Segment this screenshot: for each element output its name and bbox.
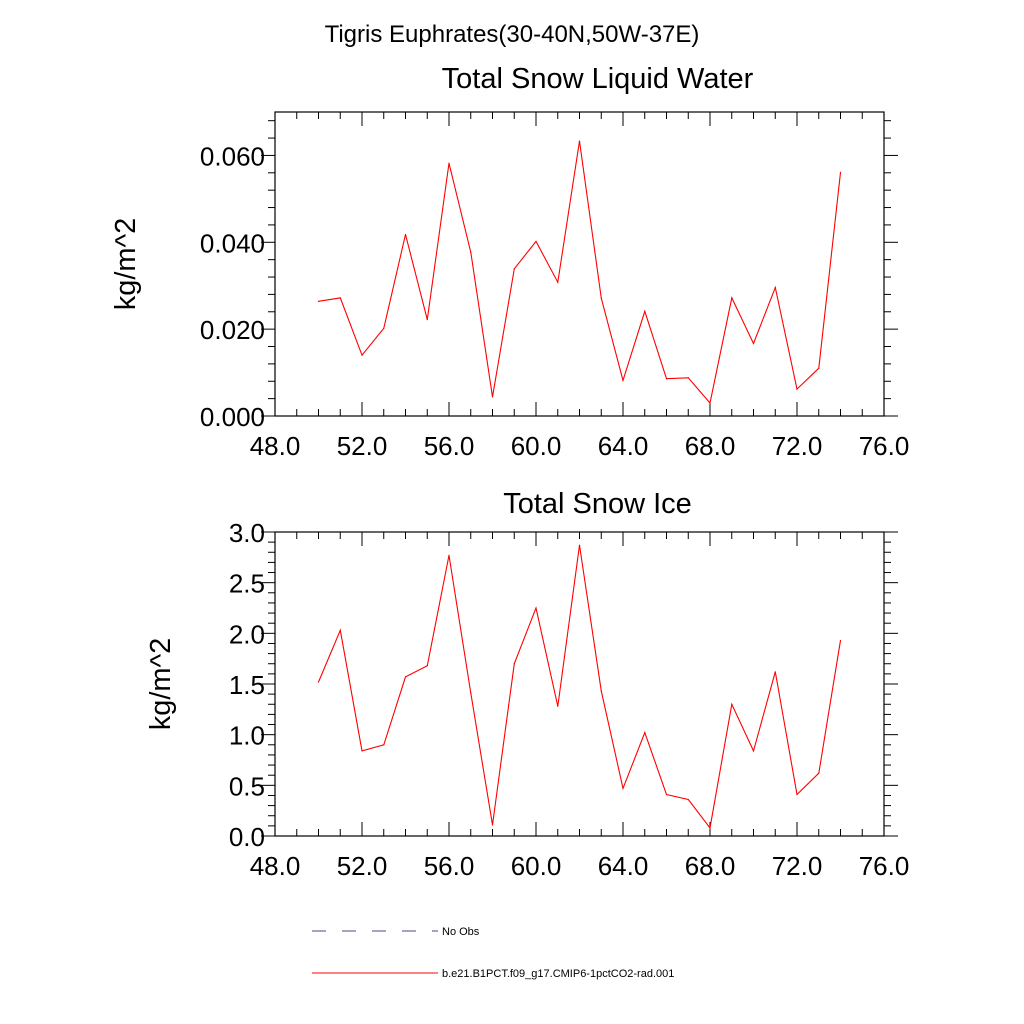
panel-snow-ice: Total Snow Ice kg/m^2 48.0 52.0 56.0 60.0 64.0… [145,488,909,881]
data-point [644,732,646,734]
x-tick-label: 56.0 [424,851,475,881]
data-point [731,297,733,299]
x-tick-label: 56.0 [424,431,475,461]
data-point [557,281,559,283]
figure-title: Tigris Euphrates(30-40N,50W-37E) [325,21,700,48]
y-tick-label: 0.040 [200,228,265,258]
chart-title: Total Snow Liquid Water [442,63,754,95]
data-point [665,378,668,380]
data-point [513,268,515,270]
x-tick-label: 64.0 [598,431,649,461]
x-tick-label: 76.0 [859,851,910,881]
legend-label-model-run: b.e21.B1PCT.f09_g17.CMIP6-1pctCO2-rad.00… [442,968,674,980]
data-point [600,690,602,692]
chart-title: Total Snow Ice [503,488,692,520]
data-point [557,705,559,707]
data-point [426,665,428,667]
x-tick-label: 52.0 [337,431,388,461]
data-point [578,544,581,546]
data-point [470,692,472,694]
x-tick-label: 48.0 [250,431,301,461]
data-point [774,286,776,289]
plot-frame [274,531,885,837]
y-tick-label: 2.0 [229,619,265,649]
data-point [687,377,689,379]
data-point [513,663,515,665]
y-tick-label: 0.5 [229,771,265,801]
y-tick-label: 0.060 [200,141,265,171]
data-point [535,607,537,609]
x-tick-label: 48.0 [250,851,301,881]
data-point [491,824,494,826]
data-point [339,629,341,631]
y-axis-label: kg/m^2 [145,638,177,731]
x-tick-label: 68.0 [685,851,736,881]
data-point [426,318,428,321]
data-point [491,396,494,398]
panel-snow-liquid-water: Total Snow Liquid Water kg/m^2 48.0 52.0 56.… [110,63,909,461]
data-point [361,750,363,752]
data-point [317,300,320,302]
y-tick-label: 0.020 [200,315,265,345]
y-tick-label: 0.000 [200,402,265,432]
data-point [752,750,755,752]
x-tick-label: 60.0 [511,851,562,881]
data-point [470,251,472,253]
data-point [818,367,820,369]
data-point [709,827,711,829]
y-tick-label: 1.0 [229,721,265,751]
data-point [774,671,776,673]
data-point [687,798,689,801]
data-point [339,297,341,299]
y-tick-label: 1.5 [229,670,265,700]
data-point [665,793,668,796]
x-tick-label: 76.0 [859,431,910,461]
data-point [731,703,733,705]
data-point [383,744,385,746]
x-tick-label: 68.0 [685,431,736,461]
x-tick-label: 72.0 [772,431,823,461]
data-point [644,310,646,312]
data-point [317,681,320,683]
data-point [839,639,842,642]
x-tick-label: 60.0 [511,431,562,461]
data-point [622,787,624,789]
data-point [818,772,820,774]
data-point [752,342,755,345]
data-point [448,162,450,164]
legend: No Obs b.e21.B1PCT.f09_g17.CMIP6-1pctCO2… [312,926,674,980]
y-tick-label: 2.5 [229,569,265,599]
data-point [404,676,407,678]
data-point [383,327,385,329]
y-tick-label: 0.0 [229,822,265,852]
data-point [578,140,581,142]
data-point [404,233,407,236]
data-point [448,554,450,556]
x-tick-label: 52.0 [337,851,388,881]
data-point [622,379,624,381]
y-tick-label: 3.0 [229,518,265,548]
y-axis-label: kg/m^2 [110,218,142,311]
x-tick-label: 72.0 [772,851,823,881]
data-point [796,388,798,390]
data-point [839,171,842,173]
x-tick-label: 64.0 [598,851,649,881]
data-point [361,354,363,356]
data-point [709,402,711,404]
series-line [318,141,842,405]
series-line [317,545,842,830]
data-point [796,793,798,796]
legend-label-no-obs: No Obs [442,926,480,938]
data-point [535,240,537,243]
data-point [600,297,602,299]
